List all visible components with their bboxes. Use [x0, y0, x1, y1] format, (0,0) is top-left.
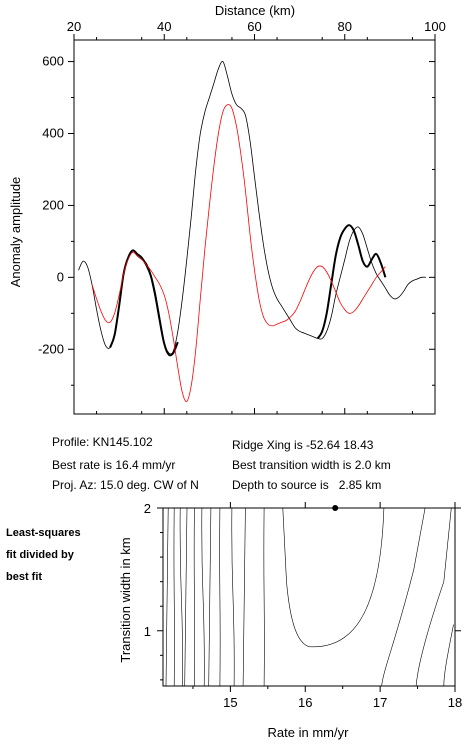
depth-text: Depth to source is 2.85 km: [232, 478, 382, 492]
model-anomaly-line: [91, 104, 386, 402]
contour-line: [282, 507, 385, 648]
side-caption: Least-squares fit divided by best fit: [6, 522, 116, 588]
top-chart-ylabel: Anomaly amplitude: [8, 177, 23, 288]
bottom-chart-frame: [162, 507, 456, 687]
top-x-tick-label: 40: [157, 19, 171, 34]
contour-line: [165, 507, 169, 687]
contour-line: [263, 507, 265, 687]
contour-lines: [165, 505, 454, 687]
contour-line: [415, 507, 452, 687]
profile-text: Profile: KN145.102: [52, 435, 153, 449]
contour-line: [219, 507, 221, 687]
y-tick-label: 200: [42, 197, 64, 212]
contour-line: [184, 507, 188, 687]
fitted-window-segment: [109, 249, 179, 357]
top-chart-ticks: 20 40 60 80 100 -200 0 200 400 600: [38, 19, 446, 414]
contour-line: [231, 507, 235, 687]
contour-line: [242, 507, 246, 687]
y-tick-label: 400: [42, 126, 64, 141]
fitted-window-segment: [316, 224, 387, 340]
contour-line: [173, 507, 175, 687]
contour-y-tick-label: 2: [144, 501, 151, 516]
contour-x-tick-label: 18: [448, 695, 462, 710]
observed-anomaly-line: [78, 61, 427, 355]
contour-chart: Rate in mm/yr Transition width in km 15 1…: [118, 501, 462, 740]
contour-y-tick-label: 1: [144, 624, 151, 639]
contour-line: [201, 507, 205, 687]
side-caption-line-1: Least-squares: [6, 527, 81, 539]
best-rate-text: Best rate is 16.4 mm/yr: [52, 458, 176, 472]
contour-line: [208, 507, 212, 687]
contour-x-tick-label: 15: [223, 695, 237, 710]
contour-line: [179, 507, 183, 687]
contour-x-tick-label: 17: [373, 695, 387, 710]
bottom-chart-ylabel: Transition width in km: [118, 537, 133, 662]
contour-x-tick-label: 16: [298, 695, 312, 710]
top-x-tick-label: 80: [338, 19, 352, 34]
contour-line: [443, 624, 454, 687]
bottom-chart-ticks: 15 16 17 18 1 2: [144, 501, 462, 710]
top-x-tick-label: 60: [247, 19, 261, 34]
amplitude-chart: Distance (km) Anomaly amplitude 20 40 60 80…: [8, 3, 446, 415]
y-tick-label: 600: [42, 54, 64, 69]
ridge-xing-text: Ridge Xing is -52.64 18.43: [232, 438, 374, 452]
top-x-tick-label: 100: [424, 19, 446, 34]
top-chart-xlabel: Distance (km): [215, 3, 295, 18]
top-chart-series: [78, 61, 427, 402]
y-tick-label: 0: [57, 269, 64, 284]
side-caption-line-3: best fit: [6, 571, 43, 583]
contour-line: [381, 507, 426, 687]
proj-az-text: Proj. Az: 15.0 deg. CW of N: [52, 478, 199, 492]
contour-line: [193, 507, 195, 687]
top-x-tick-label: 20: [67, 19, 81, 34]
y-tick-label: -200: [38, 341, 64, 356]
bottom-chart-xlabel: Rate in mm/yr: [268, 725, 350, 740]
best-transition-text: Best transition width is 2.0 km: [232, 458, 391, 472]
side-caption-line-2: fit divided by: [6, 549, 74, 561]
top-chart-frame: [73, 39, 436, 415]
